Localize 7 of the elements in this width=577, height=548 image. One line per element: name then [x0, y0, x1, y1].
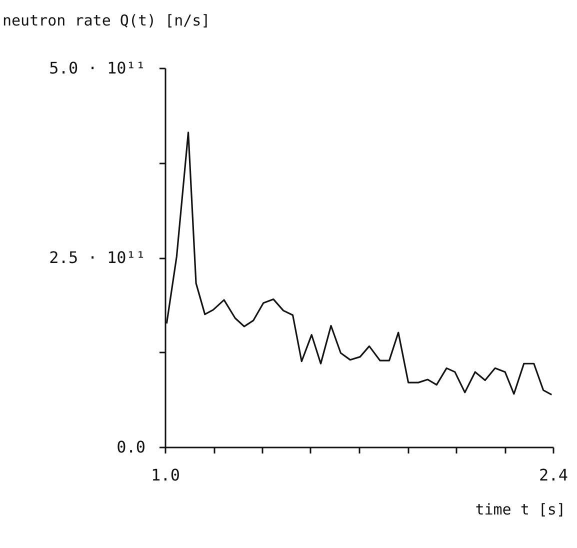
y-axis-title: neutron rate Q(t) [n/s] [2, 12, 210, 30]
x-axis-title: time t [s] [475, 500, 566, 518]
y-tick-label: 2.5 · 10¹¹ [49, 248, 146, 267]
x-tick-label: 2.4 [539, 466, 568, 484]
x-tick-label: 1.0 [151, 466, 180, 484]
y-tick-label: 0.0 [116, 438, 146, 456]
y-tick-label: 5.0 · 10¹¹ [49, 58, 146, 78]
